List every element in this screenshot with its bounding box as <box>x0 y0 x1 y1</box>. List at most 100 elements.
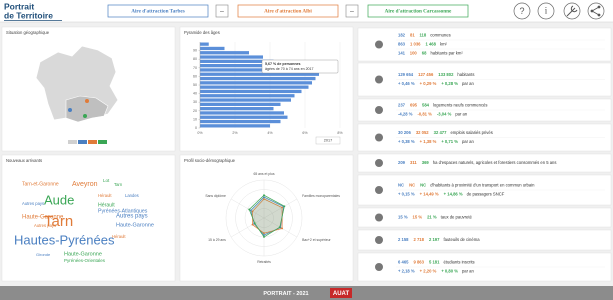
indicator-value: + 0,38 % <box>398 139 415 144</box>
indicator-line: 30 206 32 052 32 477 emplois salariés privé… <box>398 130 493 135</box>
radar-axis <box>263 198 298 219</box>
indicator-line: 237 695 584 logements neufs commencés <box>398 103 487 108</box>
radar-axis-label: Sans diplôme <box>205 194 226 198</box>
indicator-text: ha d'espaces naturels, agricoles et fore… <box>433 160 557 165</box>
word: Haute-Garonne <box>116 222 154 228</box>
bar <box>200 51 249 55</box>
radar-point <box>263 194 265 197</box>
share-icon-dot <box>597 5 601 9</box>
word: Tarn-et-Garonne <box>22 181 59 187</box>
x-tick-label: 2% <box>232 131 238 135</box>
word: Tarn <box>114 182 123 187</box>
remove-button[interactable] <box>215 4 229 18</box>
footer-text: PORTRAIT - 2021 <box>263 291 308 297</box>
indicator-icon <box>375 106 383 114</box>
indicator-value: -0,81 % <box>417 112 432 117</box>
indicator-line: + 0,15 % + 14,49 % + 14,86 % de passagers S… <box>398 192 505 197</box>
y-tick-label: 40 <box>193 92 197 96</box>
indicator-icon <box>375 40 383 49</box>
indicator-line: 863 1 036 1 468 km² <box>398 42 448 47</box>
word: Hérault <box>112 234 126 239</box>
indicator-value: NC <box>409 183 415 188</box>
indicator-line: NC NC NC d'habitants à proximité d'un trans… <box>398 183 535 188</box>
share-icon-dot <box>597 13 601 17</box>
legend-dropdown[interactable] <box>315 136 341 145</box>
x-tick-label: 0% <box>197 131 203 135</box>
toolbar-button[interactable] <box>513 2 531 20</box>
radar-axis-label: Familles monoparentales <box>302 194 340 198</box>
map-legend-swatch <box>68 140 77 144</box>
toolbar-button[interactable] <box>587 2 605 20</box>
indicator-icon <box>375 236 383 244</box>
indicator-icon <box>375 75 383 84</box>
remove-button[interactable] <box>345 4 359 18</box>
indicator-value: 369 <box>422 160 430 165</box>
indicator-value: 129 654 <box>398 72 414 77</box>
indicator-value: + 0,15 % <box>398 192 415 197</box>
indicator-value: 863 <box>398 42 406 47</box>
indicator-value: + 0,46 % <box>398 81 415 86</box>
panel-title: Situation géographique <box>6 30 50 35</box>
bar <box>200 68 312 72</box>
bar <box>200 55 263 59</box>
bar <box>200 115 288 119</box>
logo-title: Portrait <box>4 1 34 11</box>
word: Landes <box>125 193 139 198</box>
indicator-value: 100 <box>410 51 418 56</box>
bar <box>200 119 281 124</box>
indicator-value: 1 036 <box>410 42 421 47</box>
y-tick-label: 90 <box>193 49 197 53</box>
info-icon: i <box>545 6 548 16</box>
remove-button-label: – <box>220 8 224 15</box>
bar <box>200 81 312 85</box>
indicator-value: 32 052 <box>416 130 429 135</box>
territory-selector-label: Aire d'attraction Albi <box>264 8 312 14</box>
territory-selector[interactable] <box>107 4 209 18</box>
indicator-value: 30 206 <box>398 130 411 135</box>
radar-point <box>263 232 265 235</box>
radar-point <box>251 210 254 213</box>
map-legend-swatch <box>88 140 97 144</box>
indicator-value: NC <box>398 183 404 188</box>
indicator-text: habitants par km² <box>430 51 463 56</box>
indicator-value: + 0,28 % <box>441 81 458 86</box>
territory-dot <box>68 108 72 112</box>
footer-logo-box <box>330 288 352 298</box>
territory-selector[interactable] <box>237 4 339 18</box>
indicator-text: logements neufs commencés <box>433 103 487 108</box>
radar-axis <box>230 198 265 219</box>
territory-selector[interactable] <box>367 4 469 18</box>
indicator-line: 15 % 15 % 21 % taux de pauvreté <box>398 215 473 220</box>
indicator-text: par an <box>462 139 475 144</box>
indicator-text: fauteuils de cinéma <box>443 237 480 242</box>
indicator-value: 9 863 <box>413 260 424 265</box>
bar <box>200 102 281 106</box>
settings-icon <box>566 5 578 17</box>
bar <box>200 124 270 128</box>
indicator-text: habitants <box>457 72 474 77</box>
map-legend-swatch <box>78 140 87 144</box>
indicator-text: par an <box>455 112 468 117</box>
indicator-value: 209 <box>398 160 406 165</box>
radar-point <box>251 223 254 226</box>
bar <box>200 85 309 89</box>
indicator-value: + 0,71 % <box>441 139 458 144</box>
word: Hautes-Pyrénées <box>14 232 115 247</box>
indicator-value: + 14,49 % <box>420 192 439 197</box>
toolbar-button[interactable] <box>537 2 555 20</box>
indicator-value: 15 % <box>413 215 423 220</box>
indicator-icon <box>375 263 383 271</box>
help-icon: ? <box>519 6 524 16</box>
radar-point <box>281 227 283 230</box>
radar-point <box>281 206 283 209</box>
indicator-value: + 0,29 % <box>420 81 437 86</box>
indicator-value: + 14,86 % <box>444 192 463 197</box>
y-tick-label: 30 <box>193 100 197 104</box>
word: Gironde <box>36 252 51 257</box>
indicator-line: + 0,46 % + 0,29 % + 0,28 % par an <box>398 81 475 86</box>
occitanie-region <box>65 95 109 123</box>
indicator-value: 127 456 <box>418 72 434 77</box>
indicator-line: -4,28 % -0,81 % -3,04 % par an <box>398 112 468 117</box>
